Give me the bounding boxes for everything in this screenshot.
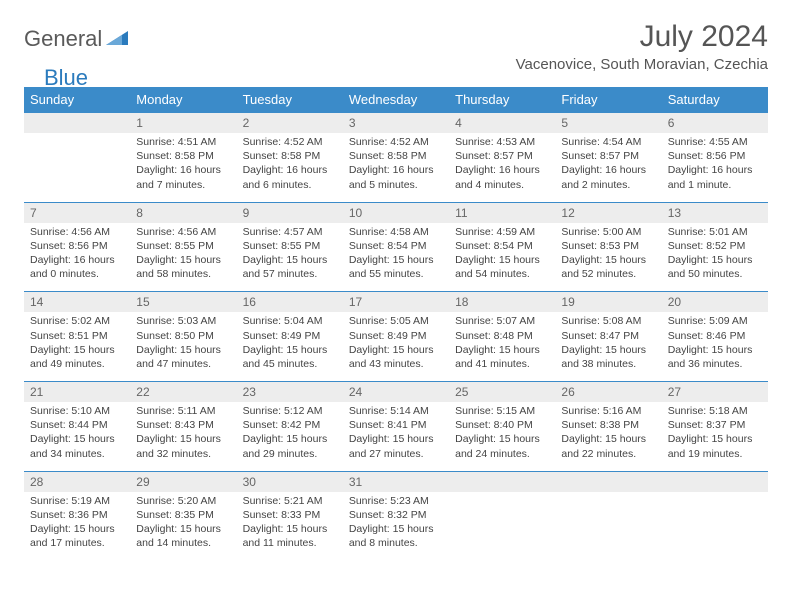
detail-row: Sunrise: 4:56 AMSunset: 8:56 PMDaylight:…	[24, 223, 768, 292]
day-number-cell: 17	[343, 292, 449, 313]
location: Vacenovice, South Moravian, Czechia	[516, 56, 768, 73]
day-detail-cell: Sunrise: 5:18 AMSunset: 8:37 PMDaylight:…	[662, 402, 768, 471]
weekday-mon: Monday	[130, 87, 236, 113]
day-detail-cell	[662, 492, 768, 561]
day-number-cell: 20	[662, 292, 768, 313]
day-number-cell: 5	[555, 113, 661, 134]
day-detail-cell: Sunrise: 5:15 AMSunset: 8:40 PMDaylight:…	[449, 402, 555, 471]
day-detail-cell: Sunrise: 4:51 AMSunset: 8:58 PMDaylight:…	[130, 133, 236, 202]
day-detail-cell: Sunrise: 5:19 AMSunset: 8:36 PMDaylight:…	[24, 492, 130, 561]
day-number-cell: 24	[343, 382, 449, 403]
calendar-body: 123456Sunrise: 4:51 AMSunset: 8:58 PMDay…	[24, 113, 768, 561]
day-detail-cell: Sunrise: 4:57 AMSunset: 8:55 PMDaylight:…	[237, 223, 343, 292]
day-detail-cell: Sunrise: 5:23 AMSunset: 8:32 PMDaylight:…	[343, 492, 449, 561]
day-number-cell: 14	[24, 292, 130, 313]
day-number-cell: 26	[555, 382, 661, 403]
day-number-cell: 9	[237, 202, 343, 223]
day-detail-cell: Sunrise: 4:54 AMSunset: 8:57 PMDaylight:…	[555, 133, 661, 202]
weekday-header-row: Sunday Monday Tuesday Wednesday Thursday…	[24, 87, 768, 113]
day-number-cell: 29	[130, 471, 236, 492]
daynum-row: 21222324252627	[24, 382, 768, 403]
logo-text-general: General	[24, 26, 102, 52]
daynum-row: 123456	[24, 113, 768, 134]
weekday-tue: Tuesday	[237, 87, 343, 113]
day-detail-cell: Sunrise: 5:21 AMSunset: 8:33 PMDaylight:…	[237, 492, 343, 561]
day-number-cell: 1	[130, 113, 236, 134]
day-number-cell: 23	[237, 382, 343, 403]
detail-row: Sunrise: 4:51 AMSunset: 8:58 PMDaylight:…	[24, 133, 768, 202]
day-detail-cell: Sunrise: 5:11 AMSunset: 8:43 PMDaylight:…	[130, 402, 236, 471]
day-detail-cell: Sunrise: 5:01 AMSunset: 8:52 PMDaylight:…	[662, 223, 768, 292]
day-detail-cell: Sunrise: 5:20 AMSunset: 8:35 PMDaylight:…	[130, 492, 236, 561]
day-number-cell: 31	[343, 471, 449, 492]
day-number-cell: 12	[555, 202, 661, 223]
day-detail-cell: Sunrise: 4:58 AMSunset: 8:54 PMDaylight:…	[343, 223, 449, 292]
day-detail-cell: Sunrise: 5:00 AMSunset: 8:53 PMDaylight:…	[555, 223, 661, 292]
day-number-cell: 7	[24, 202, 130, 223]
day-detail-cell: Sunrise: 5:12 AMSunset: 8:42 PMDaylight:…	[237, 402, 343, 471]
day-number-cell	[662, 471, 768, 492]
day-detail-cell: Sunrise: 4:53 AMSunset: 8:57 PMDaylight:…	[449, 133, 555, 202]
weekday-sat: Saturday	[662, 87, 768, 113]
logo-triangle-icon	[106, 29, 128, 50]
header: General July 2024 Vacenovice, South Mora…	[24, 20, 768, 73]
day-number-cell: 8	[130, 202, 236, 223]
day-number-cell: 18	[449, 292, 555, 313]
day-number-cell: 3	[343, 113, 449, 134]
day-detail-cell: Sunrise: 4:56 AMSunset: 8:56 PMDaylight:…	[24, 223, 130, 292]
day-number-cell: 15	[130, 292, 236, 313]
weekday-fri: Friday	[555, 87, 661, 113]
logo: General	[24, 26, 130, 52]
day-detail-cell: Sunrise: 5:02 AMSunset: 8:51 PMDaylight:…	[24, 312, 130, 381]
day-number-cell: 13	[662, 202, 768, 223]
day-number-cell: 19	[555, 292, 661, 313]
weekday-wed: Wednesday	[343, 87, 449, 113]
day-number-cell: 21	[24, 382, 130, 403]
calendar-table: Sunday Monday Tuesday Wednesday Thursday…	[24, 87, 768, 560]
month-year: July 2024	[516, 20, 768, 54]
day-detail-cell: Sunrise: 5:08 AMSunset: 8:47 PMDaylight:…	[555, 312, 661, 381]
day-detail-cell	[555, 492, 661, 561]
day-detail-cell: Sunrise: 5:04 AMSunset: 8:49 PMDaylight:…	[237, 312, 343, 381]
day-number-cell: 28	[24, 471, 130, 492]
detail-row: Sunrise: 5:19 AMSunset: 8:36 PMDaylight:…	[24, 492, 768, 561]
day-detail-cell: Sunrise: 4:56 AMSunset: 8:55 PMDaylight:…	[130, 223, 236, 292]
day-number-cell	[449, 471, 555, 492]
day-number-cell: 4	[449, 113, 555, 134]
day-number-cell: 27	[662, 382, 768, 403]
daynum-row: 78910111213	[24, 202, 768, 223]
day-number-cell	[24, 113, 130, 134]
weekday-thu: Thursday	[449, 87, 555, 113]
day-detail-cell: Sunrise: 5:07 AMSunset: 8:48 PMDaylight:…	[449, 312, 555, 381]
day-number-cell: 22	[130, 382, 236, 403]
daynum-row: 14151617181920	[24, 292, 768, 313]
day-number-cell: 16	[237, 292, 343, 313]
day-detail-cell: Sunrise: 5:10 AMSunset: 8:44 PMDaylight:…	[24, 402, 130, 471]
day-number-cell: 11	[449, 202, 555, 223]
logo-text-blue: Blue	[44, 65, 88, 91]
day-detail-cell	[24, 133, 130, 202]
day-detail-cell: Sunrise: 4:59 AMSunset: 8:54 PMDaylight:…	[449, 223, 555, 292]
day-detail-cell	[449, 492, 555, 561]
detail-row: Sunrise: 5:10 AMSunset: 8:44 PMDaylight:…	[24, 402, 768, 471]
day-detail-cell: Sunrise: 5:05 AMSunset: 8:49 PMDaylight:…	[343, 312, 449, 381]
day-number-cell: 30	[237, 471, 343, 492]
daynum-row: 28293031	[24, 471, 768, 492]
day-detail-cell: Sunrise: 5:03 AMSunset: 8:50 PMDaylight:…	[130, 312, 236, 381]
day-number-cell	[555, 471, 661, 492]
title-block: July 2024 Vacenovice, South Moravian, Cz…	[516, 20, 768, 73]
detail-row: Sunrise: 5:02 AMSunset: 8:51 PMDaylight:…	[24, 312, 768, 381]
day-number-cell: 10	[343, 202, 449, 223]
day-number-cell: 6	[662, 113, 768, 134]
day-detail-cell: Sunrise: 5:16 AMSunset: 8:38 PMDaylight:…	[555, 402, 661, 471]
day-detail-cell: Sunrise: 5:09 AMSunset: 8:46 PMDaylight:…	[662, 312, 768, 381]
day-number-cell: 25	[449, 382, 555, 403]
day-detail-cell: Sunrise: 4:52 AMSunset: 8:58 PMDaylight:…	[343, 133, 449, 202]
day-detail-cell: Sunrise: 4:55 AMSunset: 8:56 PMDaylight:…	[662, 133, 768, 202]
day-detail-cell: Sunrise: 4:52 AMSunset: 8:58 PMDaylight:…	[237, 133, 343, 202]
day-number-cell: 2	[237, 113, 343, 134]
day-detail-cell: Sunrise: 5:14 AMSunset: 8:41 PMDaylight:…	[343, 402, 449, 471]
